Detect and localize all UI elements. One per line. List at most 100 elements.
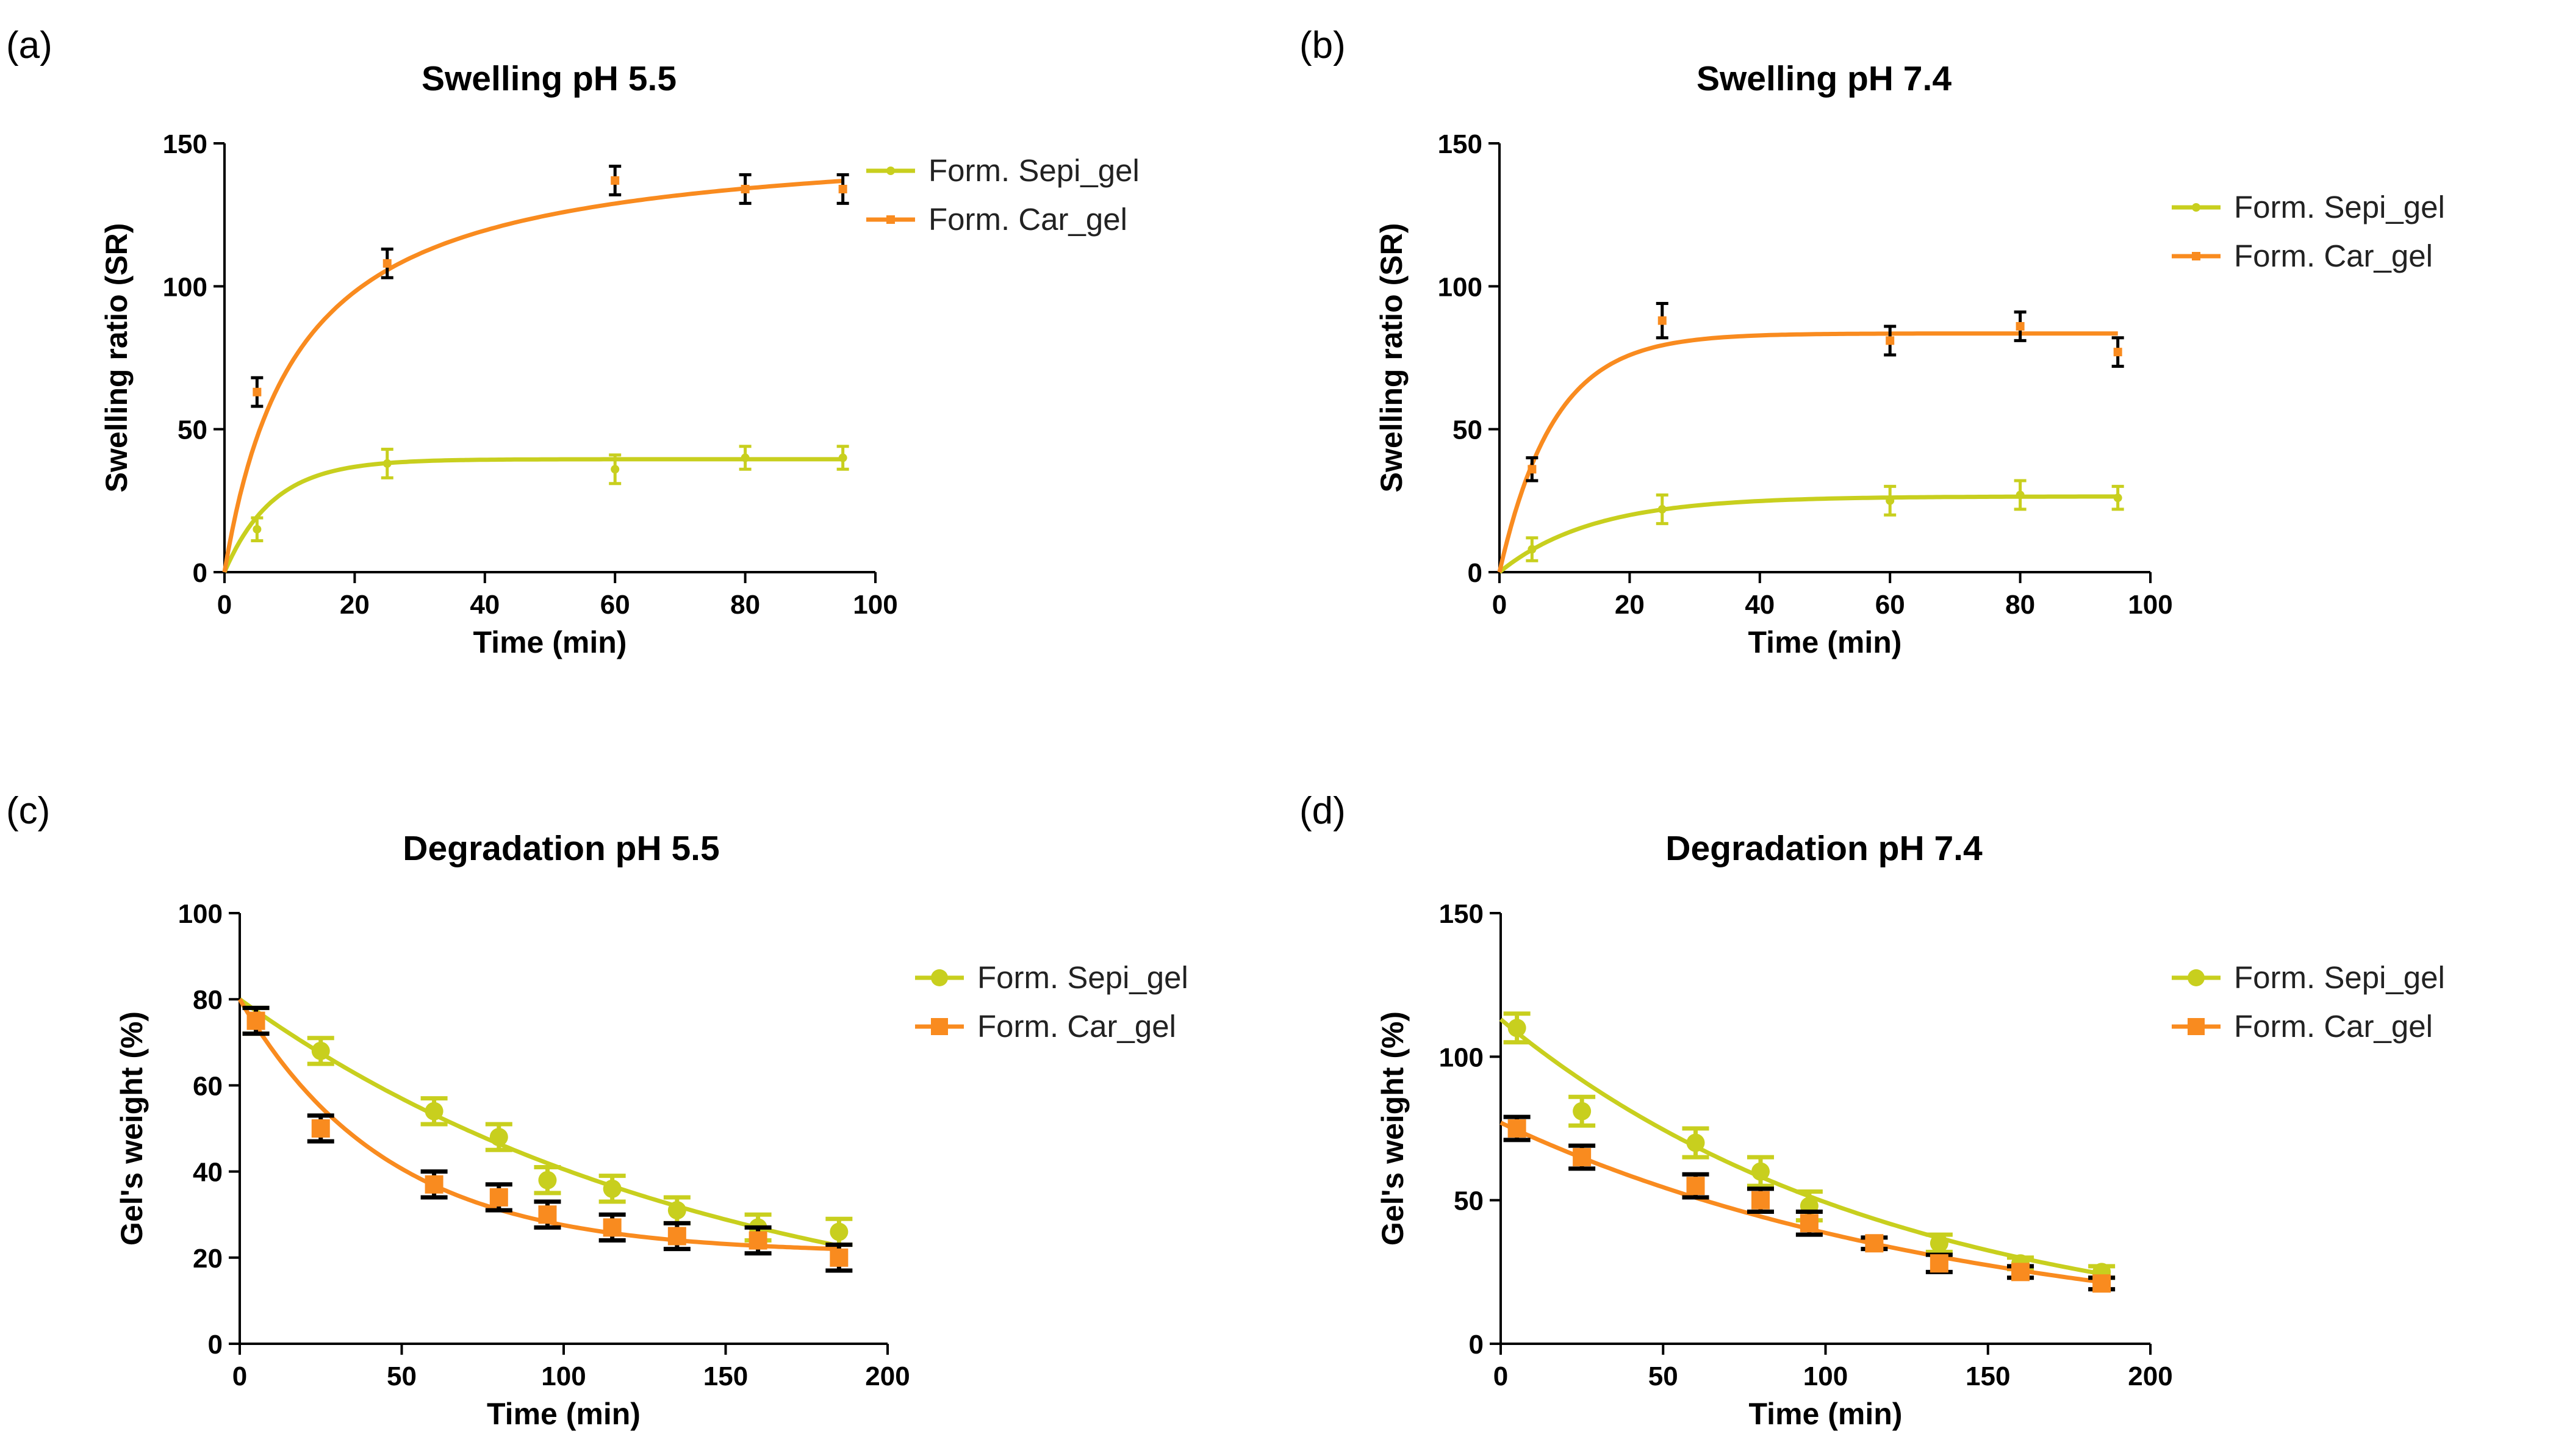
data-point (611, 465, 620, 474)
data-point (1865, 1234, 1884, 1253)
data-point (1657, 504, 1667, 514)
y-tick-label: 0 (193, 558, 207, 588)
panel-a: (a) Swelling pH 5.5 0 20 40 60 80 100 0 50 100 15… (6, 24, 1140, 659)
x-axis-label: Time (min) (487, 1397, 641, 1431)
legend-marker (886, 167, 895, 175)
data-point (838, 453, 847, 462)
panel-label: (c) (6, 790, 50, 832)
x-tick-label: 150 (703, 1361, 748, 1391)
data-point (1800, 1214, 1819, 1233)
panel-label: (d) (1299, 790, 1346, 832)
data-point (1751, 1191, 1770, 1210)
x-tick-label: 80 (730, 590, 760, 620)
y-tick-label: 20 (193, 1244, 223, 1274)
x-tick-label: 60 (1875, 590, 1905, 620)
series-form-sepi-gel (1498, 479, 2124, 574)
data-point (311, 1119, 330, 1138)
data-point (1528, 465, 1537, 474)
x-tick-label: 50 (1648, 1361, 1678, 1391)
data-point (311, 1041, 330, 1060)
legend-label: Form. Sepi_gel (977, 960, 1188, 995)
series-form-car-gel (222, 164, 849, 573)
data-point (741, 184, 750, 193)
x-tick-label: 50 (387, 1361, 417, 1391)
y-tick-label: 60 (193, 1071, 223, 1101)
x-axis-label: Time (min) (473, 625, 627, 659)
x-tick-label: 0 (217, 590, 232, 620)
data-point (1573, 1102, 1592, 1121)
x-tick-label: 0 (1493, 1361, 1508, 1391)
series-form-sepi-gel (222, 445, 849, 573)
data-point (2092, 1274, 2111, 1293)
data-point (838, 184, 847, 193)
y-tick-label: 150 (1439, 899, 1484, 929)
legend-label: Form. Car_gel (2234, 238, 2433, 273)
data-point (1886, 336, 1895, 345)
series-form-car-gel (1499, 1114, 2116, 1293)
data-point (1686, 1133, 1705, 1152)
fit-line (1498, 494, 2118, 574)
data-point (2011, 1263, 2030, 1282)
legend-marker (931, 969, 948, 986)
data-point (749, 1231, 767, 1250)
legend-marker (2192, 203, 2200, 212)
y-tick-label: 0 (1468, 558, 1482, 588)
fit-line (222, 179, 843, 573)
x-tick-label: 100 (853, 590, 897, 620)
data-point (830, 1222, 849, 1241)
data-point (253, 387, 262, 396)
y-tick-label: 50 (1452, 415, 1482, 445)
x-tick-label: 200 (2128, 1361, 2172, 1391)
data-point (1528, 545, 1537, 554)
data-point (425, 1102, 443, 1121)
data-point (489, 1188, 508, 1207)
data-point (538, 1171, 557, 1189)
chart-title: Swelling pH 7.4 (1697, 59, 1952, 98)
data-point (382, 459, 392, 468)
y-tick-label: 150 (1438, 129, 1482, 159)
chart-title: Degradation pH 7.4 (1665, 829, 1983, 868)
data-point (1686, 1177, 1705, 1196)
x-axis-label: Time (min) (1748, 625, 1902, 659)
x-tick-label: 40 (470, 590, 500, 620)
legend-marker (2188, 969, 2205, 986)
data-point (667, 1201, 686, 1220)
data-point (1573, 1148, 1592, 1167)
y-tick-label: 0 (208, 1330, 223, 1360)
fit-line (1497, 331, 2118, 573)
data-point (1507, 1119, 1526, 1138)
panel-b: (b) Swelling pH 7.4 0 20 40 60 80 100 0 50 100 15… (1299, 24, 2445, 659)
y-axis-label: Gel's weight (%) (1376, 1011, 1410, 1246)
x-tick-label: 60 (600, 590, 630, 620)
x-tick-label: 20 (1615, 590, 1645, 620)
y-tick-label: 0 (1469, 1330, 1484, 1360)
data-point (1886, 496, 1895, 505)
data-point (1507, 1019, 1526, 1038)
y-tick-label: 50 (178, 415, 207, 445)
x-tick-label: 0 (232, 1361, 247, 1391)
x-tick-label: 150 (1966, 1361, 2010, 1391)
data-point (253, 525, 262, 534)
y-tick-label: 50 (1454, 1186, 1484, 1216)
data-point (667, 1227, 686, 1246)
y-tick-label: 100 (1439, 1042, 1484, 1072)
x-tick-label: 100 (2128, 590, 2172, 620)
data-point (2113, 348, 2122, 357)
x-tick-label: 100 (1803, 1361, 1848, 1391)
data-point (1930, 1234, 1948, 1253)
legend-label: Form. Car_gel (928, 202, 1127, 237)
data-point (2113, 493, 2122, 503)
y-tick-label: 40 (193, 1158, 223, 1188)
legend-marker (2188, 1018, 2205, 1035)
data-point (2016, 321, 2025, 331)
y-tick-label: 100 (178, 899, 223, 929)
x-tick-label: 80 (2005, 590, 2035, 620)
y-tick-label: 80 (193, 985, 223, 1015)
y-axis-label: Swelling ratio (SR) (99, 223, 134, 493)
x-tick-label: 200 (865, 1361, 910, 1391)
panel-label: (a) (6, 24, 52, 66)
data-point (489, 1128, 508, 1147)
chart-title: Degradation pH 5.5 (403, 829, 719, 868)
legend-label: Form. Sepi_gel (928, 153, 1140, 188)
